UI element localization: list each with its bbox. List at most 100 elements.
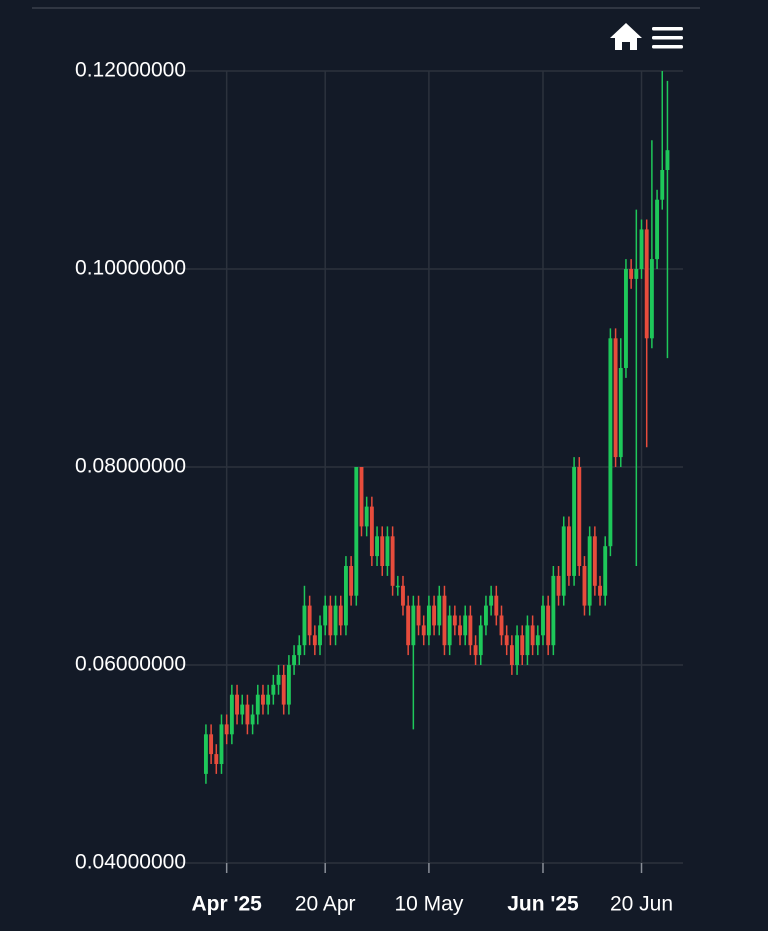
candle-body [447,615,452,646]
candle-body [587,536,592,606]
home-button[interactable] [610,23,642,50]
candle-body [214,754,219,764]
candle-body [644,229,649,339]
candle-body [349,566,354,596]
candle-body [359,467,364,527]
candle-body [302,605,307,646]
candle-body [245,704,250,725]
candle-body [655,199,660,260]
candle-body [660,170,665,200]
candle-body [203,734,208,774]
menu-bar[interactable] [652,45,683,49]
candle-body [649,259,654,339]
candle-body [333,605,338,636]
candle-body [577,467,582,566]
candle-body [426,605,431,636]
candle-body [566,526,571,576]
candle-body [489,595,494,606]
candle-body [468,615,473,646]
candle-body [395,585,400,588]
candle-body [572,467,577,576]
y-tick-label: 0.12000000 [75,59,186,82]
x-tick-label: Apr '25 [191,893,262,916]
y-tick-label: 0.08000000 [75,455,186,478]
candle-body [437,595,442,626]
candle-body [556,575,561,596]
candle-body [624,269,628,368]
candle-body [665,150,670,170]
candle-body [219,724,224,764]
x-tick-label: Jun '25 [507,893,579,916]
candle-body [639,229,644,269]
candle-body [261,694,265,705]
candle-body [286,665,291,705]
candle-body [509,645,514,665]
candle-body [255,694,260,715]
candle-body [224,724,229,735]
candle-body [229,694,234,735]
x-tick-label: 20 Jun [610,893,673,916]
y-tick-label: 0.10000000 [75,257,186,280]
candle-body [312,635,317,646]
candle-body [546,605,551,646]
x-tick-label: 20 Apr [295,893,356,916]
candle-body [613,338,618,458]
candle-body [401,585,405,606]
candle-body [478,625,483,656]
candle-body [416,605,421,626]
candle-body [535,635,540,646]
candle-body [452,615,457,626]
candle-body [292,655,297,665]
home-icon[interactable] [610,23,642,50]
candle-body [385,536,390,566]
candle-body [297,645,302,656]
candle-body [432,605,437,626]
candle-body [375,536,379,557]
candle-body [250,714,255,725]
y-tick-label: 0.06000000 [75,653,186,676]
candle-body [504,635,509,646]
candle-body [618,368,623,458]
candle-body [530,625,535,646]
candle-body [209,734,214,755]
candle-body [484,605,488,626]
candle-body [235,694,239,715]
candle-body [458,625,462,636]
candle-body [561,526,566,596]
candle-body [364,506,369,527]
candle-body [343,566,348,626]
candle-body [328,605,333,636]
candle-body [520,635,525,656]
candle-body [369,506,374,557]
candle-body [525,625,530,656]
candle-body [629,269,634,279]
candle-body [266,694,271,705]
candle-body [582,566,587,606]
candle-body [338,605,343,626]
candle-body [281,674,286,705]
menu-button[interactable] [652,27,683,49]
menu-bar[interactable] [652,36,683,40]
candle-body [271,684,276,695]
candle-body [354,467,359,596]
candle-body [463,615,468,636]
candle-body [494,595,499,616]
candle-body [499,615,504,636]
candle-body [318,625,322,646]
candle-body [541,605,545,636]
candle-body [551,575,556,646]
candle-body [608,338,613,547]
candle-body [442,595,447,646]
menu-bar[interactable] [652,27,683,31]
candle-body [380,536,385,566]
candle-body [515,635,520,665]
candle-body [473,645,478,656]
candle-body [411,605,416,646]
candle-body [307,605,312,636]
candle-body [598,585,602,596]
y-tick-label: 0.04000000 [75,851,186,874]
candle-body [276,674,281,685]
candle-body [603,546,608,596]
